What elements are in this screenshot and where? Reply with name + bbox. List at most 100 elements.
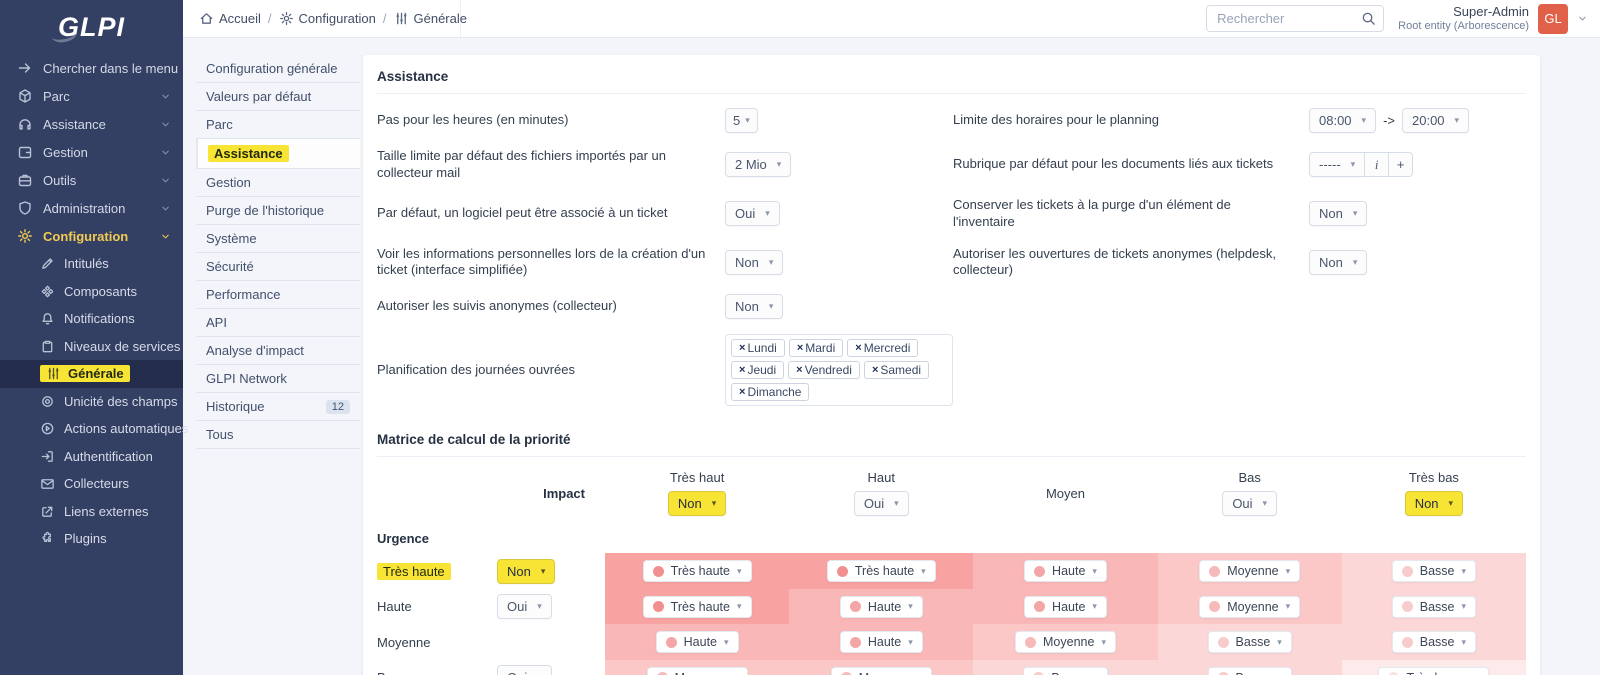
select-anonymous-tickets[interactable]: Non ▾ — [1309, 249, 1368, 275]
matrix-priority-select[interactable]: Haute ▾ — [655, 631, 739, 654]
tab-assistance[interactable]: Assistance — [196, 139, 360, 169]
sidebar-item-actions-automatiques[interactable]: Actions automatiques — [0, 415, 188, 443]
remove-tag-icon[interactable]: × — [739, 342, 746, 355]
matrix-priority-select[interactable]: Moyenne ▾ — [1015, 631, 1116, 654]
sidebar-item-administration[interactable]: Administration — [0, 194, 183, 222]
tab-gestion[interactable]: Gestion — [196, 169, 360, 197]
impact-tres-haut-select[interactable]: Non ▾ — [667, 491, 727, 517]
sidebar-item-liens-externes[interactable]: Liens externes — [0, 498, 183, 526]
sidebar-item-gestion[interactable]: Gestion — [0, 138, 183, 166]
matrix-priority-select[interactable]: Basse ▾ — [1391, 595, 1477, 618]
select-anonymous-followups[interactable]: Non ▾ — [725, 294, 784, 320]
tab-valeurs-par-defaut[interactable]: Valeurs par défaut — [196, 83, 360, 111]
matrix-priority-select[interactable]: Basse ▾ — [1023, 666, 1108, 675]
tab-configuration-generale[interactable]: Configuration générale — [196, 55, 360, 83]
tab-historique[interactable]: Historique 12 — [196, 393, 360, 421]
remove-tag-icon[interactable]: × — [855, 342, 862, 355]
matrix-priority-select[interactable]: Haute ▾ — [839, 631, 923, 654]
matrix-priority-select[interactable]: Très haute ▾ — [642, 595, 752, 618]
working-days-select[interactable]: × Lundi × Mardi × Mercredi × Jeudi × Vendredi × Sam… — [725, 334, 953, 407]
sidebar-item-collecteurs[interactable]: Collecteurs — [0, 470, 183, 498]
matrix-priority-select[interactable]: Moyenne ▾ — [1199, 560, 1301, 583]
sidebar-item-intitules[interactable]: Intitulés — [0, 250, 183, 278]
highlighted-label: Très haute — [377, 562, 451, 580]
tab-tous[interactable]: Tous — [196, 421, 360, 449]
select-planning-hours-from[interactable]: 08:00 ▾ — [1309, 108, 1377, 133]
sidebar-item-label: Composants — [64, 283, 137, 299]
urgency-haute-select[interactable]: Oui ▾ — [497, 594, 552, 620]
search-icon[interactable] — [1361, 11, 1376, 26]
sidebar-item-plugins[interactable]: Plugins — [0, 525, 183, 553]
matrix-priority-select[interactable]: Haute ▾ — [1024, 560, 1107, 583]
breadcrumb-configuration[interactable]: Configuration — [279, 11, 376, 26]
tab-api[interactable]: API — [196, 309, 360, 337]
tab-performance[interactable]: Performance — [196, 281, 360, 309]
sidebar-item-assistance[interactable]: Assistance — [0, 110, 183, 138]
day-tag[interactable]: × Mercredi — [847, 339, 919, 358]
sidebar-item-parc[interactable]: Parc — [0, 82, 183, 110]
select-document-category[interactable]: ----- ▾ — [1309, 152, 1366, 178]
sidebar-item-configuration[interactable]: Configuration — [0, 222, 183, 250]
select-software-ticket[interactable]: Oui ▾ — [725, 201, 780, 227]
avatar[interactable]: GL — [1538, 3, 1568, 34]
sidebar-item-composants[interactable]: Composants — [0, 278, 183, 306]
matrix-priority-select[interactable]: Moyenne ▾ — [830, 666, 932, 675]
sidebar-item-unicite-des-champs[interactable]: Unicité des champs — [0, 388, 183, 416]
select-planning-step[interactable]: 5 ▾ — [725, 108, 758, 133]
day-tag[interactable]: × Mardi — [788, 339, 844, 358]
matrix-priority-select[interactable]: Haute ▾ — [839, 595, 923, 618]
day-tag[interactable]: × Vendredi — [788, 361, 860, 380]
matrix-priority-select[interactable]: Basse ▾ — [1391, 560, 1477, 583]
search-input[interactable] — [1206, 5, 1385, 32]
select-personal-info[interactable]: Non ▾ — [725, 249, 784, 275]
tab-parc[interactable]: Parc — [196, 111, 360, 139]
remove-tag-icon[interactable]: × — [739, 364, 746, 377]
sidebar-item-search-menu[interactable]: Chercher dans le menu — [0, 54, 183, 82]
urgency-basse-select[interactable]: Oui ▾ — [497, 665, 552, 675]
impact-haut-select[interactable]: Oui ▾ — [853, 491, 909, 517]
sidebar-item-niveaux-de-services[interactable]: Niveaux de services — [0, 333, 183, 361]
matrix-priority-select[interactable]: Basse ▾ — [1391, 631, 1477, 654]
tab-systeme[interactable]: Système — [196, 225, 360, 253]
select-anonymous-followups-value: Non — [735, 299, 759, 315]
matrix-priority-select[interactable]: Moyenne ▾ — [646, 666, 748, 675]
breadcrumb-accueil[interactable]: Accueil — [199, 11, 261, 26]
user-menu[interactable]: Super-Admin Root entity (Arborescence) G… — [1398, 3, 1588, 34]
tab-securite[interactable]: Sécurité — [196, 253, 360, 281]
impact-tres-bas-select[interactable]: Non ▾ — [1404, 491, 1464, 517]
info-button[interactable]: i — [1365, 152, 1390, 178]
sidebar-item-notifications[interactable]: Notifications — [0, 305, 183, 333]
remove-tag-icon[interactable]: × — [796, 364, 803, 377]
matrix-priority-select[interactable]: Basse ▾ — [1207, 666, 1292, 675]
select-mail-max-size[interactable]: 2 Mio ▾ — [725, 152, 792, 178]
matrix-priority-select[interactable]: Très haute ▾ — [642, 560, 752, 583]
sidebar-item-outils[interactable]: Outils — [0, 166, 183, 194]
glpi-logo[interactable]: GLPI — [0, 0, 183, 54]
breadcrumb-generale[interactable]: Générale — [394, 11, 467, 26]
matrix-priority-select[interactable]: Très haute ▾ — [826, 560, 936, 583]
matrix-priority-select[interactable]: Très basse ▾ — [1378, 666, 1490, 675]
tab-analyse-impact[interactable]: Analyse d'impact — [196, 337, 360, 365]
select-keep-tickets-purge[interactable]: Non ▾ — [1309, 201, 1368, 227]
day-tag[interactable]: × Lundi — [731, 339, 785, 358]
remove-tag-icon[interactable]: × — [796, 342, 804, 355]
sidebar-item-authentification[interactable]: Authentification — [0, 443, 183, 471]
remove-tag-icon[interactable]: × — [739, 386, 746, 399]
select-planning-hours-to[interactable]: 20:00 ▾ — [1402, 108, 1470, 133]
field-control-planning-hours: 08:00 ▾ -> 20:00 ▾ — [1309, 108, 1526, 133]
day-tag[interactable]: × Dimanche — [731, 383, 810, 402]
day-tag[interactable]: × Jeudi — [731, 361, 785, 380]
day-tag[interactable]: × Samedi — [863, 361, 930, 380]
tab-glpi-network[interactable]: GLPI Network — [196, 365, 360, 393]
impact-bas-select[interactable]: Oui ▾ — [1222, 491, 1278, 517]
add-button[interactable]: + — [1389, 152, 1414, 178]
matrix-priority-select[interactable]: Basse ▾ — [1207, 631, 1292, 654]
urgency-tres-haute-select[interactable]: Non ▾ — [497, 558, 556, 584]
tab-purge-historique[interactable]: Purge de l'historique — [196, 197, 360, 225]
matrix-priority-select[interactable]: Haute ▾ — [1024, 595, 1107, 618]
remove-tag-icon[interactable]: × — [871, 364, 879, 377]
sidebar-item-generale[interactable]: Générale — [0, 360, 183, 388]
select-document-category-value: ----- — [1319, 157, 1341, 173]
matrix-cell-tres-haute-tres-haut: Très haute ▾ — [605, 553, 790, 589]
matrix-priority-select[interactable]: Moyenne ▾ — [1199, 595, 1301, 618]
